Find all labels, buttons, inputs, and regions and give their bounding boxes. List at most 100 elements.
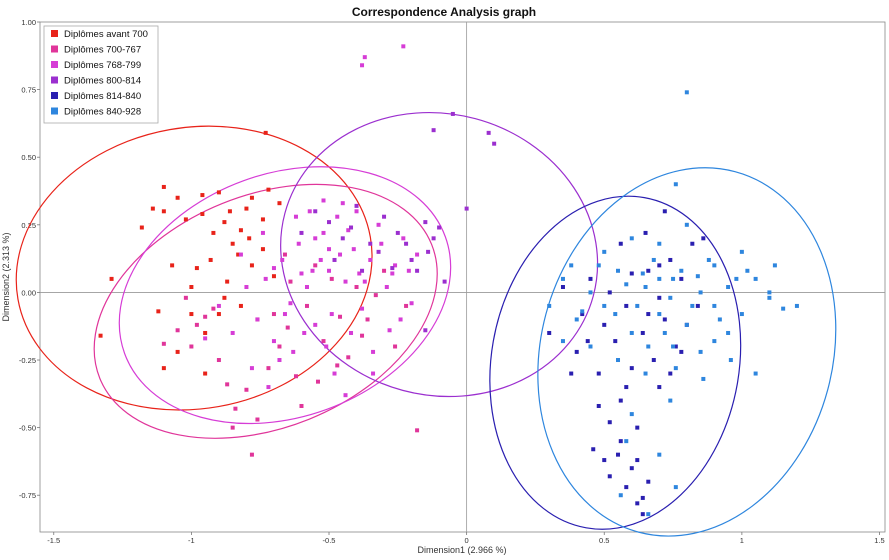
data-point-series-3 xyxy=(313,322,318,327)
data-point-series-5 xyxy=(602,458,607,463)
data-point-series-3 xyxy=(368,257,373,262)
data-point-series-1 xyxy=(260,217,265,222)
data-point-series-6 xyxy=(684,90,689,95)
data-point-series-1 xyxy=(238,303,243,308)
data-point-series-3 xyxy=(302,330,307,335)
data-point-series-6 xyxy=(629,412,634,417)
data-point-series-5 xyxy=(591,447,596,452)
data-point-series-3 xyxy=(260,230,265,235)
data-point-series-5 xyxy=(668,257,673,262)
data-point-series-3 xyxy=(343,393,348,398)
data-point-series-6 xyxy=(635,303,640,308)
legend-box xyxy=(43,25,159,124)
data-point-series-6 xyxy=(695,274,700,279)
data-point-series-2 xyxy=(338,314,343,319)
x-tick-label: 1 xyxy=(740,536,744,545)
confidence-ellipse-2 xyxy=(93,183,438,439)
data-point-series-2 xyxy=(277,344,282,349)
data-point-series-5 xyxy=(646,312,651,317)
data-point-series-1 xyxy=(139,225,144,230)
data-point-series-5 xyxy=(640,512,645,517)
data-point-series-4 xyxy=(423,328,428,333)
data-point-series-3 xyxy=(376,222,381,227)
data-point-series-1 xyxy=(161,209,166,214)
data-point-series-5 xyxy=(673,344,678,349)
y-tick-label: 0.50 xyxy=(21,153,36,162)
data-point-series-6 xyxy=(668,295,673,300)
data-point-series-3 xyxy=(266,385,271,390)
x-tick-label: 1.5 xyxy=(874,536,884,545)
data-point-series-3 xyxy=(357,271,362,276)
data-point-series-2 xyxy=(216,358,221,363)
data-point-series-5 xyxy=(646,479,651,484)
data-point-series-6 xyxy=(673,485,678,490)
legend-entry: Diplômes 814-840 xyxy=(64,91,141,102)
data-point-series-5 xyxy=(574,349,579,354)
x-tick-label: 0 xyxy=(465,536,469,545)
data-point-series-6 xyxy=(629,236,634,241)
confidence-ellipse-3 xyxy=(118,166,452,425)
data-point-series-2 xyxy=(382,268,387,273)
data-point-series-2 xyxy=(299,403,304,408)
data-point-series-6 xyxy=(717,317,722,322)
data-point-series-5 xyxy=(624,303,629,308)
data-point-series-3 xyxy=(332,371,337,376)
data-point-series-2 xyxy=(393,344,398,349)
data-point-series-2 xyxy=(189,344,194,349)
legend: Diplômes avant 700 Diplômes 700-767 Diplôm… xyxy=(43,25,159,124)
data-point-series-1 xyxy=(244,206,249,211)
data-point-series-2 xyxy=(335,363,340,368)
data-point-series-6 xyxy=(574,317,579,322)
data-point-series-3 xyxy=(310,268,315,273)
data-point-series-5 xyxy=(629,466,634,471)
data-point-series-3 xyxy=(349,330,354,335)
data-point-series-3 xyxy=(280,257,285,262)
y-tick-label: 0.25 xyxy=(21,221,36,230)
data-point-series-2 xyxy=(293,374,298,379)
data-point-series-6 xyxy=(690,303,695,308)
data-point-series-6 xyxy=(624,439,629,444)
data-point-series-2 xyxy=(288,279,293,284)
data-point-series-4 xyxy=(376,249,381,254)
data-point-series-4 xyxy=(492,141,497,146)
x-tick-label: 0.5 xyxy=(599,536,609,545)
data-point-series-3 xyxy=(401,44,406,49)
data-point-series-3 xyxy=(379,241,384,246)
data-point-series-2 xyxy=(285,325,290,330)
data-point-series-6 xyxy=(739,249,744,254)
data-point-series-1 xyxy=(175,195,180,200)
data-point-series-1 xyxy=(238,228,243,233)
data-point-series-6 xyxy=(673,182,678,187)
data-point-series-3 xyxy=(324,344,329,349)
data-point-series-2 xyxy=(282,252,287,257)
data-point-series-2 xyxy=(225,382,230,387)
data-point-series-3 xyxy=(354,209,359,214)
data-point-series-2 xyxy=(230,425,235,430)
data-point-series-2 xyxy=(233,406,238,411)
data-point-series-6 xyxy=(684,322,689,327)
data-point-series-1 xyxy=(194,266,199,271)
data-point-series-6 xyxy=(580,309,585,314)
data-point-series-3 xyxy=(244,285,249,290)
data-point-series-1 xyxy=(277,201,282,206)
data-point-series-5 xyxy=(547,330,552,335)
legend-entry: Diplômes 840-928 xyxy=(64,107,141,118)
data-point-series-4 xyxy=(299,230,304,235)
data-point-series-5 xyxy=(640,330,645,335)
data-point-series-3 xyxy=(249,366,254,371)
data-point-series-6 xyxy=(596,263,601,268)
data-point-series-6 xyxy=(728,358,733,363)
data-point-series-6 xyxy=(671,276,676,281)
data-point-series-3 xyxy=(362,55,367,60)
data-point-series-5 xyxy=(668,371,673,376)
data-point-series-3 xyxy=(271,339,276,344)
data-point-series-1 xyxy=(156,309,161,314)
legend-entry: Diplômes 800-814 xyxy=(64,76,141,87)
data-point-series-6 xyxy=(616,358,621,363)
data-point-series-2 xyxy=(194,322,199,327)
data-point-series-5 xyxy=(618,398,623,403)
legend-entry: Diplômes 700-767 xyxy=(64,45,141,56)
data-point-series-2 xyxy=(313,263,318,268)
legend-items: Diplômes avant 700 Diplômes 700-767 Diplôm… xyxy=(51,29,148,118)
